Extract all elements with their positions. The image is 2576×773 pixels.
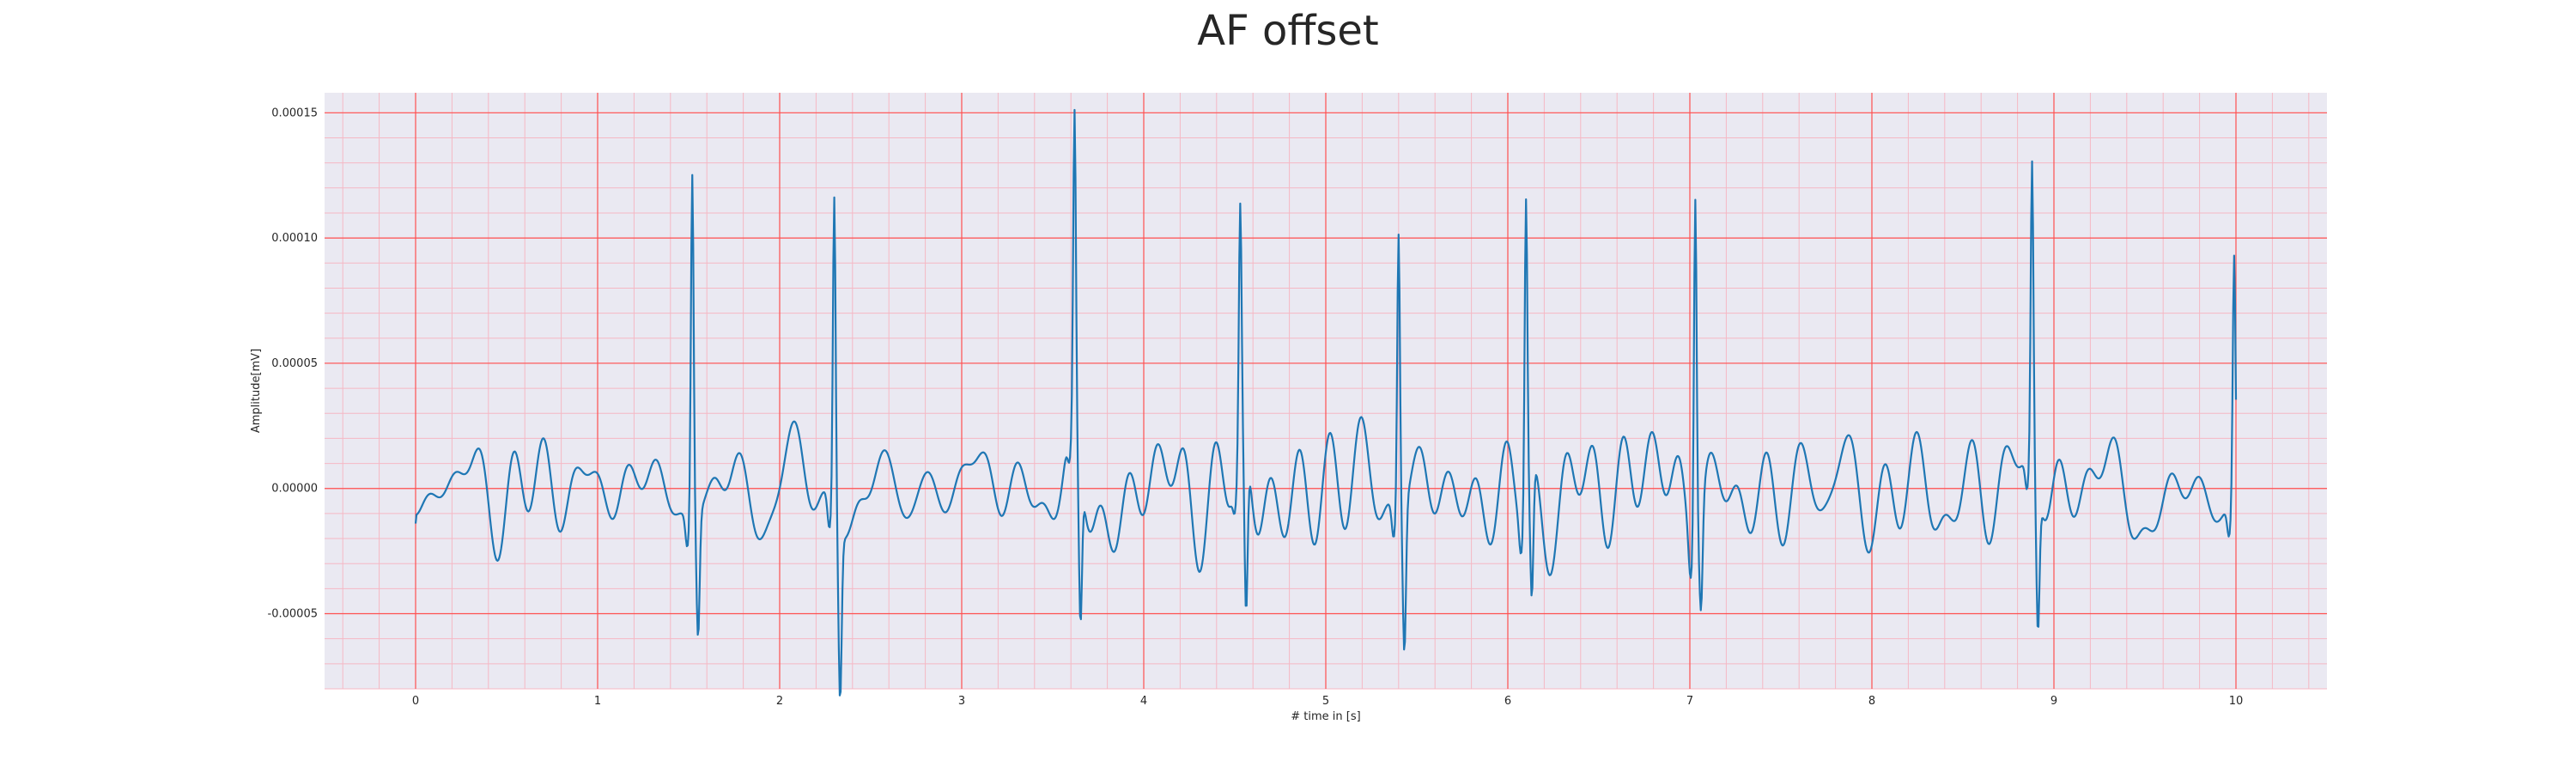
y-tick-label: 0.00005 bbox=[271, 357, 318, 370]
x-tick-label: 3 bbox=[958, 695, 965, 708]
x-tick-label: 7 bbox=[1686, 695, 1693, 708]
x-tick-labels: 0 1 2 3 4 5 6 7 8 9 10 bbox=[412, 695, 2243, 708]
chart-title: AF offset bbox=[1197, 7, 1379, 55]
x-tick-label: 6 bbox=[1504, 695, 1511, 708]
x-axis-label: # time in [s] bbox=[1291, 710, 1360, 723]
x-tick-label: 4 bbox=[1140, 695, 1147, 708]
y-tick-label: -0.00005 bbox=[268, 608, 318, 621]
x-tick-label: 1 bbox=[594, 695, 601, 708]
major-grid bbox=[325, 93, 2327, 689]
x-tick-label: 8 bbox=[1868, 695, 1875, 708]
y-axis-label: Amplitude[mV] bbox=[250, 349, 263, 433]
y-tick-label: 0.00010 bbox=[271, 232, 318, 245]
signal-line bbox=[414, 108, 2238, 697]
x-tick-label: 2 bbox=[776, 695, 783, 708]
x-tick-label: 10 bbox=[2229, 695, 2244, 708]
y-tick-label: 0.00000 bbox=[271, 483, 318, 496]
x-tick-label: 5 bbox=[1322, 695, 1329, 708]
x-tick-label: 9 bbox=[2050, 695, 2057, 708]
y-tick-label: 0.00015 bbox=[271, 107, 318, 119]
x-tick-label: 0 bbox=[412, 695, 419, 708]
y-tick-labels: -0.00005 0.00000 0.00005 0.00010 0.00015 bbox=[268, 107, 318, 620]
